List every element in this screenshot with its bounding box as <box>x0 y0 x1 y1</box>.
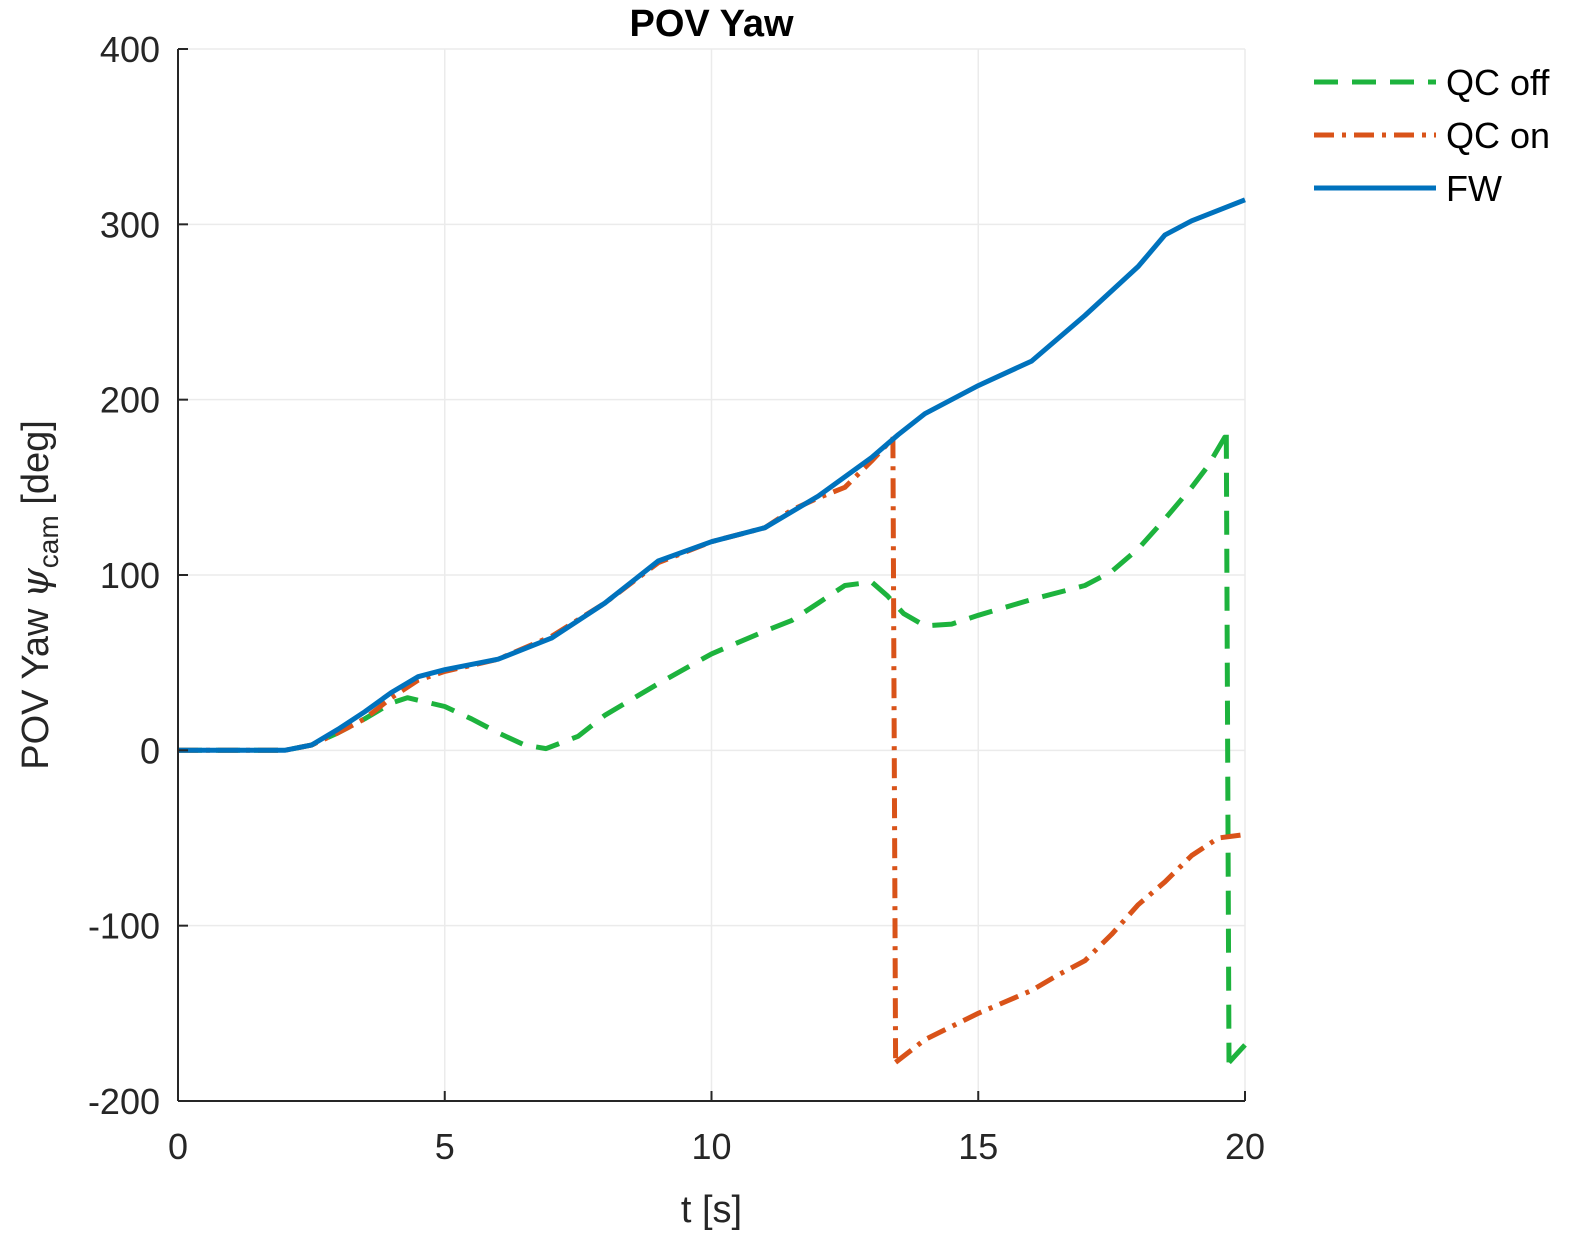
x-tick-label: 20 <box>1225 1126 1265 1167</box>
y-tick-label: 100 <box>100 555 160 596</box>
series-fw <box>178 197 1246 753</box>
y-tick-label: -100 <box>88 906 160 947</box>
x-axis-label: t [s] <box>681 1189 742 1231</box>
y-axis-label-main: POV Yaw <box>15 598 57 770</box>
legend-label: FW <box>1446 168 1502 209</box>
legend: QC off QC on FW <box>1314 62 1550 209</box>
y-tick-label: -200 <box>88 1081 160 1122</box>
y-tick-label: 200 <box>100 380 160 421</box>
y-tick-label: 300 <box>100 204 160 245</box>
legend-entry: QC on <box>1314 115 1550 156</box>
legend-label: QC off <box>1446 62 1550 103</box>
y-axis-label-unit: [deg] <box>15 420 57 515</box>
y-tick-label: 0 <box>140 730 160 771</box>
y-axis-label-symbol: ψ <box>13 567 57 598</box>
series-segment <box>178 197 1246 753</box>
legend-entry: FW <box>1314 168 1502 209</box>
x-tick-label: 0 <box>168 1126 188 1167</box>
x-tick-label: 15 <box>958 1126 998 1167</box>
y-axis-label-subscript: cam <box>33 515 64 568</box>
series-segment <box>1227 1043 1247 1065</box>
chart-title: POV Yaw <box>629 3 794 45</box>
x-tick-label: 5 <box>435 1126 455 1167</box>
series-segment <box>890 438 899 1063</box>
y-tick-label: 400 <box>100 29 160 70</box>
series-segment <box>1223 434 1232 1063</box>
series-lines <box>178 197 1247 1065</box>
ticks: 0 5 10 15 20 -200 -100 0 100 200 300 400 <box>88 29 1265 1167</box>
series-qc-off <box>178 433 1247 1065</box>
x-tick-label: 10 <box>691 1126 731 1167</box>
legend-label: QC on <box>1446 115 1550 156</box>
series-segment <box>178 433 1229 753</box>
y-axis-label: POV Yaw ψcam [deg] <box>13 420 64 770</box>
legend-entry: QC off <box>1314 62 1550 103</box>
series-segment <box>894 832 1246 1065</box>
